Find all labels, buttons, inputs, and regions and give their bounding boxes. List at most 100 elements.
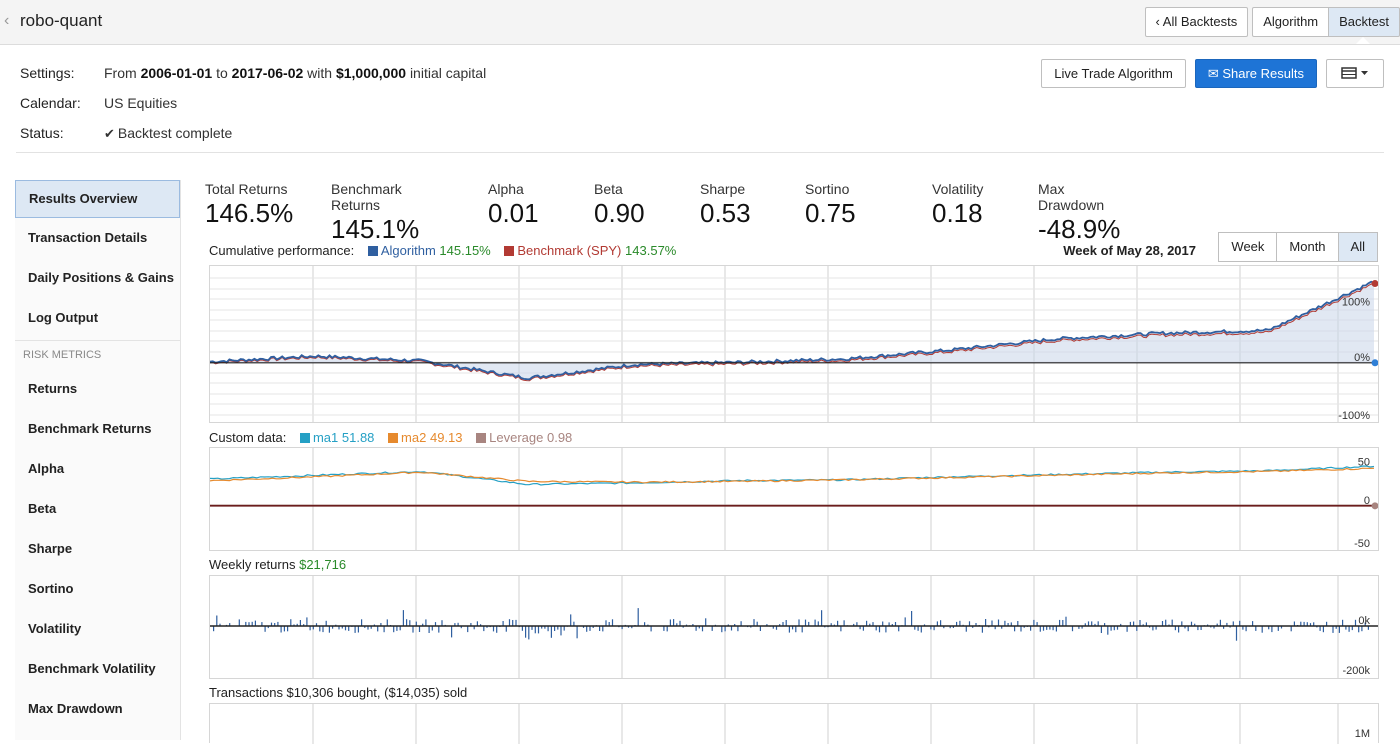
ma2-swatch: [388, 433, 398, 443]
weekly-return-bar: [319, 626, 320, 631]
weekly-return-bar: [467, 626, 468, 632]
checkmark-icon: ✔: [104, 126, 115, 141]
sidebar-item-sharpe[interactable]: Sharpe: [15, 529, 180, 569]
metric-label: Sharpe: [700, 181, 751, 197]
weekly-return-bar: [403, 610, 404, 626]
weekly-return-bar: [284, 626, 285, 631]
back-chevron-icon[interactable]: ‹: [4, 12, 9, 30]
ma1-swatch: [300, 433, 310, 443]
weekly-return-bar: [1188, 626, 1189, 631]
weekly-return-bar: [712, 626, 713, 631]
sidebar-item-max-drawdown[interactable]: Max Drawdown: [15, 689, 180, 729]
weekly-return-bar: [1178, 626, 1179, 633]
sidebar-item-benchmark-returns[interactable]: Benchmark Returns: [15, 409, 180, 449]
share-results-button[interactable]: ✉ Share Results: [1195, 59, 1317, 88]
weekly-return-bar: [1172, 620, 1173, 626]
metric-sharpe: Sharpe 0.53: [700, 181, 751, 229]
weekly-return-bar: [673, 619, 674, 626]
weekly-return-bar: [1139, 620, 1140, 626]
weekly-return-bar: [570, 614, 571, 626]
weekly-return-bar: [1033, 620, 1034, 626]
tab-backtest[interactable]: Backtest: [1329, 7, 1400, 37]
transactions-svg: 1M: [210, 704, 1378, 744]
weekly-return-bar: [1355, 620, 1356, 626]
weekly-return-bar: [940, 620, 941, 626]
all-backtests-button[interactable]: ‹ All Backtests: [1145, 7, 1249, 37]
weekly-return-bar: [1107, 626, 1108, 635]
weekly-return-bar: [425, 619, 426, 626]
range-month-button[interactable]: Month: [1277, 232, 1338, 262]
weekly-return-bar: [503, 621, 504, 626]
weekly-return-bar: [844, 620, 845, 626]
weekly-return-bar: [1101, 626, 1102, 633]
weekly-return-bar: [1236, 626, 1237, 641]
view-menu-button[interactable]: [1326, 59, 1384, 88]
sidebar-item-returns[interactable]: Returns: [15, 369, 180, 409]
weekly-return-bar: [512, 620, 513, 626]
initial-capital: $1,000,000: [336, 65, 406, 81]
settings-label: Settings:: [20, 58, 104, 88]
sidebar-item-transaction-details[interactable]: Transaction Details: [15, 218, 180, 258]
sidebar-item-results-overview[interactable]: Results Overview: [15, 180, 180, 218]
weekly-return-bar: [789, 626, 790, 633]
sidebar-item-benchmark-volatility[interactable]: Benchmark Volatility: [15, 649, 180, 689]
weekly-return-bar: [821, 610, 822, 626]
metric-total-returns: Total Returns 146.5%: [205, 181, 293, 229]
weekly-return-bar: [586, 626, 587, 632]
live-trade-button[interactable]: Live Trade Algorithm: [1041, 59, 1186, 88]
weekly-return-bar: [300, 620, 301, 626]
weekly-return-bar: [509, 619, 510, 626]
benchmark-value: 143.57%: [625, 243, 676, 258]
weekly-return-bar: [348, 626, 349, 631]
cumulative-svg: 100%0%-100%: [210, 266, 1378, 422]
weekly-return-bar: [982, 626, 983, 633]
weekly-return-bar: [1098, 621, 1099, 626]
weekly-return-bar: [741, 621, 742, 626]
weekly-return-bar: [589, 626, 590, 631]
weekly-return-bar: [969, 621, 970, 626]
metric-benchmark-returns: Benchmark Returns 145.1%: [331, 181, 419, 245]
y-tick-label: 50: [1358, 457, 1370, 469]
weekly-return-bar: [837, 621, 838, 626]
y-tick-label: 0k: [1358, 615, 1370, 627]
weekly-return-bar: [863, 626, 864, 631]
weekly-return-bar: [377, 626, 378, 631]
weekly-return-bar: [326, 621, 327, 626]
tab-algorithm[interactable]: Algorithm: [1252, 7, 1329, 37]
metric-beta: Beta 0.90: [594, 181, 645, 229]
weekly-value: $21,716: [299, 557, 346, 572]
sidebar-item-volatility[interactable]: Volatility: [15, 609, 180, 649]
sidebar-item-sortino[interactable]: Sortino: [15, 569, 180, 609]
weekly-return-bar: [918, 626, 919, 631]
y-tick-label: 100%: [1342, 297, 1370, 309]
metric-value: 0.01: [488, 198, 539, 229]
weekly-return-bar: [1062, 620, 1063, 626]
weekly-return-bar: [885, 626, 886, 632]
metric-value: 0.75: [805, 198, 856, 229]
start-date: 2006-01-01: [141, 65, 213, 81]
leverage-swatch: [476, 433, 486, 443]
sidebar-item-beta[interactable]: Beta: [15, 489, 180, 529]
metric-max-drawdown: Max Drawdown -48.9%: [1038, 181, 1120, 245]
weekly-return-bar: [737, 626, 738, 631]
weekly-return-bar: [705, 618, 706, 626]
weekly-return-bar: [287, 626, 288, 631]
sidebar-item-daily-positions[interactable]: Daily Positions & Gains: [15, 258, 180, 298]
weekly-return-bar: [361, 619, 362, 626]
metric-value: 0.53: [700, 198, 751, 229]
weekly-return-bar: [1278, 626, 1279, 631]
weekly-return-bar: [663, 626, 664, 631]
weekly-return-bar: [638, 608, 639, 626]
metric-label: Alpha: [488, 181, 539, 197]
range-week-button[interactable]: Week: [1218, 232, 1277, 262]
weekly-return-bar: [802, 626, 803, 632]
sidebar-item-alpha[interactable]: Alpha: [15, 449, 180, 489]
weekly-return-bar: [1332, 626, 1333, 633]
weekly-return-bar: [290, 619, 291, 626]
range-all-button[interactable]: All: [1339, 232, 1378, 262]
weekly-return-bar: [815, 620, 816, 626]
weekly-return-bar: [605, 620, 606, 626]
settings-value: From 2006-01-01 to 2017-06-02 with $1,00…: [104, 58, 486, 88]
sidebar-item-log-output[interactable]: Log Output: [15, 298, 180, 338]
ma1-legend: ma1: [313, 430, 338, 445]
